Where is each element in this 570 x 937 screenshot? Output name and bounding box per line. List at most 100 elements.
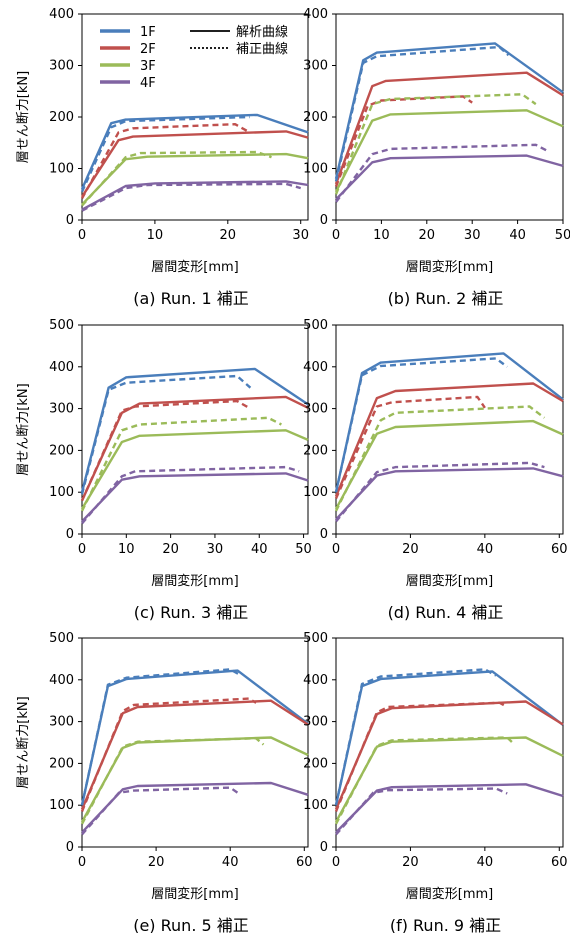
x-tick-label: 40: [509, 228, 526, 243]
y-tick-label: 0: [320, 840, 328, 855]
x-tick-label: 50: [555, 228, 570, 243]
series-line-3f-dashed: [334, 736, 516, 825]
legend-label-3f: 3F: [140, 59, 156, 74]
x-tick-label: 20: [148, 855, 165, 870]
x-tick-label: 30: [292, 228, 309, 243]
y-tick-label: 300: [303, 402, 328, 417]
x-tick-label: 10: [373, 228, 390, 243]
y-tick-label: 400: [49, 7, 74, 22]
series-line-3f-dashed: [80, 416, 282, 512]
plot-frame: [81, 324, 309, 535]
plot-frame: [335, 13, 564, 221]
series-line-3f-solid: [80, 736, 309, 823]
y-tick-label: 300: [303, 59, 328, 74]
series-line-4f-dashed: [335, 461, 545, 523]
legend-label-2f: 2F: [140, 42, 156, 57]
y-tick-label: 400: [49, 360, 74, 375]
series-line-3f-solid: [80, 429, 309, 510]
series-line-4f-dashed: [81, 786, 239, 836]
x-tick-label: 10: [118, 542, 135, 557]
plot-frame: [335, 637, 564, 848]
x-tick-label: 20: [162, 542, 179, 557]
y-tick-label: 100: [303, 485, 328, 500]
series-line-4f-dashed: [81, 465, 300, 525]
series-line-3f-solid: [334, 109, 564, 193]
x-tick-label: 50: [295, 542, 312, 557]
y-tick-label: 300: [49, 402, 74, 417]
y-tick-label: 200: [303, 443, 328, 458]
y-axis-label: 層せん断力[kN]: [16, 71, 31, 163]
x-tick-label: 10: [147, 228, 164, 243]
chart-panel-1: 0 100 200 300 400 0 10 20 30 層間変形[mm] 層せん断力[kN] (a)…: [16, 7, 309, 308]
x-tick-label: 30: [464, 228, 481, 243]
x-axis-label: 層間変形[mm]: [406, 573, 493, 589]
y-tick-label: 400: [49, 673, 74, 688]
y-tick-label: 300: [49, 715, 74, 730]
x-tick-label: 20: [402, 855, 419, 870]
series-line-2f-dashed: [334, 701, 508, 812]
series-line-4f-solid: [81, 781, 309, 834]
x-tick-label: 60: [296, 855, 313, 870]
y-tick-label: 200: [303, 756, 328, 771]
y-tick-label: 100: [303, 162, 328, 177]
series-line-2f-dashed: [334, 95, 473, 187]
series-line-1f-dashed: [80, 115, 250, 193]
series-line-4f-solid: [335, 467, 564, 521]
x-tick-label: 0: [78, 228, 86, 243]
y-axis-label: 層せん断力[kN]: [16, 383, 31, 475]
series-line-3f-dashed: [81, 150, 272, 207]
legend-label-corrected: 補正曲線: [236, 41, 288, 57]
series-line-1f-solid: [80, 113, 309, 190]
y-tick-label: 100: [49, 485, 74, 500]
x-tick-label: 40: [251, 542, 268, 557]
x-axis-label: 層間変形[mm]: [406, 259, 493, 275]
series-line-2f-solid: [80, 130, 309, 198]
chart-caption: (a) Run. 1 補正: [133, 289, 249, 308]
y-tick-label: 100: [49, 798, 74, 813]
y-axis-label: 層せん断力[kN]: [16, 696, 31, 788]
series-line-3f-dashed: [80, 737, 265, 825]
y-tick-label: 500: [303, 631, 328, 646]
x-tick-label: 20: [419, 228, 436, 243]
plot-frame: [335, 324, 564, 535]
y-tick-label: 200: [49, 756, 74, 771]
series-line-2f-dashed: [80, 697, 257, 812]
y-tick-label: 100: [49, 162, 74, 177]
x-tick-label: 60: [551, 542, 568, 557]
legend-label-4f: 4F: [140, 76, 156, 91]
series-line-1f-dashed: [334, 668, 497, 806]
series-line-4f-solid: [81, 180, 309, 211]
plot-frame: [81, 637, 309, 848]
x-axis-label: 層間変形[mm]: [151, 259, 238, 275]
chart-caption: (c) Run. 3 補正: [134, 603, 249, 622]
x-tick-label: 60: [551, 855, 568, 870]
series-line-4f-dashed: [81, 182, 302, 212]
series-line-2f-solid: [80, 699, 309, 810]
series-line-4f-solid: [335, 154, 564, 201]
y-tick-label: 0: [66, 840, 74, 855]
y-tick-label: 200: [49, 110, 74, 125]
x-tick-label: 0: [332, 228, 340, 243]
y-tick-label: 0: [66, 213, 74, 228]
legend-label-analysis: 解析曲線: [236, 24, 288, 40]
series-line-3f-solid: [334, 419, 564, 510]
x-tick-label: 0: [332, 855, 340, 870]
x-axis-label: 層間変形[mm]: [151, 886, 238, 902]
y-tick-label: 100: [303, 798, 328, 813]
x-axis-label: 層間変形[mm]: [406, 886, 493, 902]
chart-panel-3: 0 100 200 300 400 500 0 10 20 30 40 50 層間変形[mm] 層せん断力…: [16, 318, 312, 622]
y-tick-label: 0: [66, 527, 74, 542]
y-tick-label: 500: [49, 318, 74, 333]
series-line-2f-solid: [334, 71, 564, 185]
series-line-3f-dashed: [334, 93, 537, 195]
y-tick-label: 400: [303, 360, 328, 375]
series-line-2f-dashed: [80, 399, 251, 502]
y-tick-label: 200: [303, 110, 328, 125]
chart-panel-6: 0 100 200 300 400 500 0 20 40 60 層間変形[mm] (f) Run. …: [303, 631, 568, 935]
series-line-3f-solid: [334, 736, 564, 823]
chart-panel-5: 0 100 200 300 400 500 0 20 40 60 層間変形[mm] 層せん断力[kN]…: [16, 631, 313, 935]
chart-panel-4: 0 100 200 300 400 500 0 20 40 60 層間変形[mm] (d) Run. …: [303, 318, 567, 622]
